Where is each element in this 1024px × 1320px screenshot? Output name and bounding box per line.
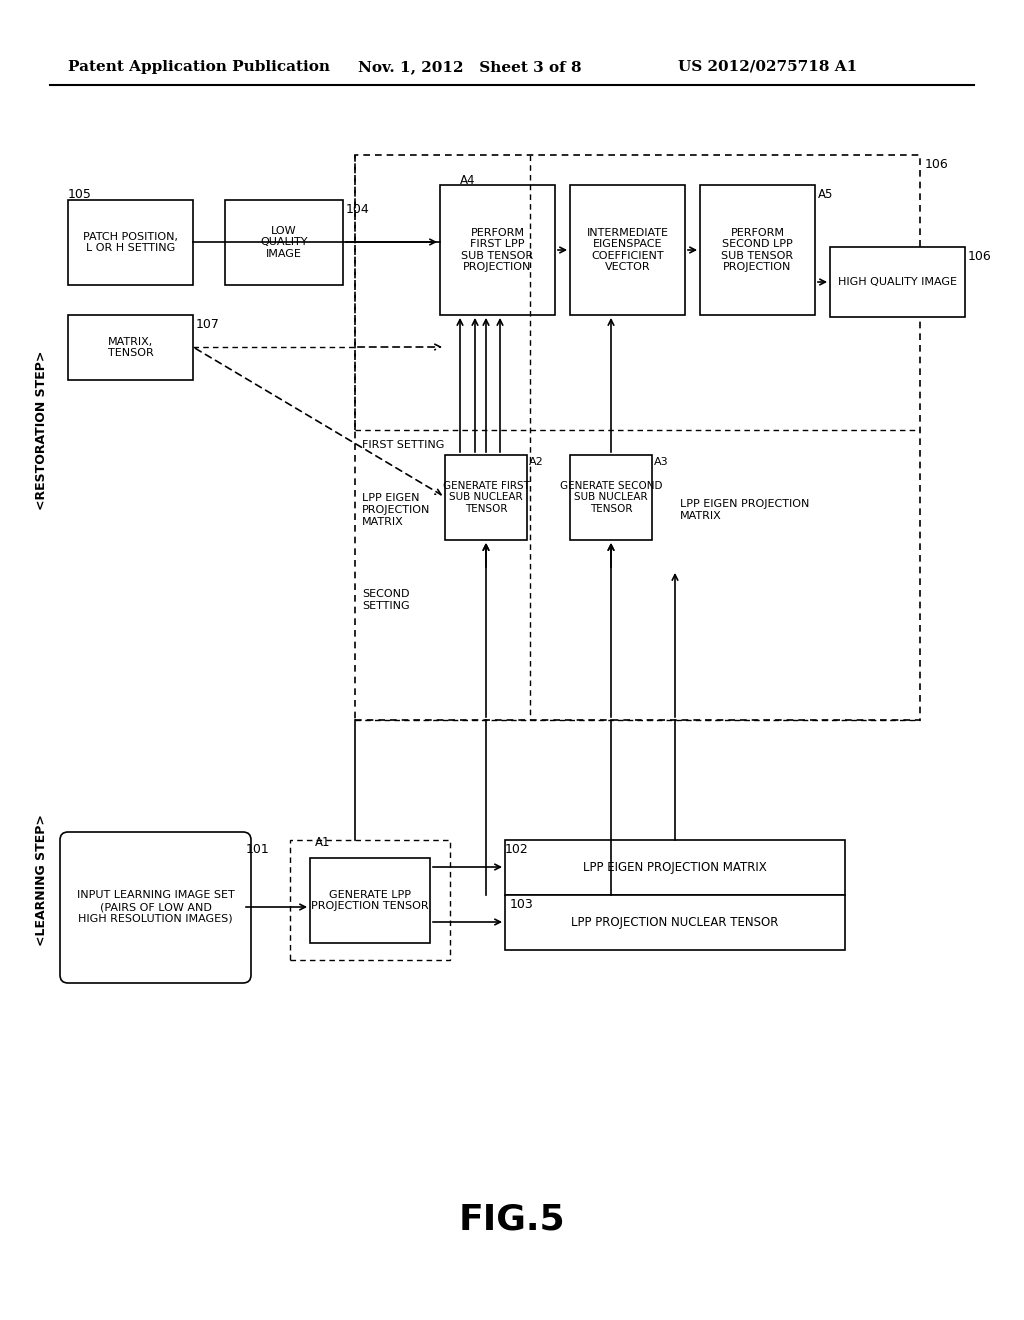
Text: 106: 106 bbox=[968, 249, 992, 263]
Text: INPUT LEARNING IMAGE SET
(PAIRS OF LOW AND
HIGH RESOLUTION IMAGES): INPUT LEARNING IMAGE SET (PAIRS OF LOW A… bbox=[77, 891, 234, 924]
Bar bbox=[355, 154, 920, 719]
Text: GENERATE SECOND
SUB NUCLEAR
TENSOR: GENERATE SECOND SUB NUCLEAR TENSOR bbox=[560, 480, 663, 513]
Bar bbox=[290, 840, 450, 960]
Bar bbox=[310, 858, 430, 942]
Text: Patent Application Publication: Patent Application Publication bbox=[68, 59, 330, 74]
Text: LPP EIGEN
PROJECTION
MATRIX: LPP EIGEN PROJECTION MATRIX bbox=[362, 494, 430, 527]
Text: 101: 101 bbox=[246, 843, 269, 855]
Text: Nov. 1, 2012   Sheet 3 of 8: Nov. 1, 2012 Sheet 3 of 8 bbox=[358, 59, 582, 74]
Text: PATCH POSITION,
L OR H SETTING: PATCH POSITION, L OR H SETTING bbox=[83, 232, 178, 253]
Bar bbox=[570, 185, 685, 315]
Text: A3: A3 bbox=[654, 457, 669, 467]
Text: PERFORM
SECOND LPP
SUB TENSOR
PROJECTION: PERFORM SECOND LPP SUB TENSOR PROJECTION bbox=[722, 227, 794, 272]
Text: LPP PROJECTION NUCLEAR TENSOR: LPP PROJECTION NUCLEAR TENSOR bbox=[571, 916, 778, 929]
Text: LPP EIGEN PROJECTION
MATRIX: LPP EIGEN PROJECTION MATRIX bbox=[680, 499, 809, 521]
Bar bbox=[225, 201, 343, 285]
Text: 102: 102 bbox=[505, 843, 528, 855]
Text: 106: 106 bbox=[925, 158, 949, 172]
Bar bbox=[830, 247, 965, 317]
FancyBboxPatch shape bbox=[60, 832, 251, 983]
Bar bbox=[440, 185, 555, 315]
Text: FIG.5: FIG.5 bbox=[459, 1203, 565, 1237]
Text: SECOND
SETTING: SECOND SETTING bbox=[362, 589, 410, 611]
Bar bbox=[68, 315, 193, 380]
Text: FIRST SETTING: FIRST SETTING bbox=[362, 440, 444, 450]
Text: 105: 105 bbox=[68, 187, 92, 201]
Text: INTERMEDIATE
EIGENSPACE
COEFFICIENT
VECTOR: INTERMEDIATE EIGENSPACE COEFFICIENT VECT… bbox=[587, 227, 669, 272]
Bar bbox=[505, 895, 845, 950]
Bar bbox=[505, 840, 845, 895]
Bar bbox=[445, 455, 527, 540]
Text: 104: 104 bbox=[346, 203, 370, 216]
Text: A4: A4 bbox=[460, 173, 475, 186]
Text: A2: A2 bbox=[529, 457, 544, 467]
Text: A1: A1 bbox=[315, 837, 331, 850]
Bar bbox=[700, 185, 815, 315]
Text: GENERATE LPP
PROJECTION TENSOR: GENERATE LPP PROJECTION TENSOR bbox=[311, 890, 429, 911]
Text: HIGH QUALITY IMAGE: HIGH QUALITY IMAGE bbox=[838, 277, 957, 286]
Text: MATRIX,
TENSOR: MATRIX, TENSOR bbox=[108, 337, 154, 358]
Text: LOW
QUALITY
IMAGE: LOW QUALITY IMAGE bbox=[260, 226, 308, 259]
Text: 103: 103 bbox=[510, 898, 534, 911]
Text: LPP EIGEN PROJECTION MATRIX: LPP EIGEN PROJECTION MATRIX bbox=[583, 861, 767, 874]
Text: A5: A5 bbox=[818, 187, 834, 201]
Text: 107: 107 bbox=[196, 318, 220, 331]
Bar bbox=[570, 455, 652, 540]
Text: PERFORM
FIRST LPP
SUB TENSOR
PROJECTION: PERFORM FIRST LPP SUB TENSOR PROJECTION bbox=[462, 227, 534, 272]
Text: <RESTORATION STEP>: <RESTORATION STEP> bbox=[36, 350, 48, 510]
Text: <LEARNING STEP>: <LEARNING STEP> bbox=[36, 814, 48, 946]
Text: GENERATE FIRST
SUB NUCLEAR
TENSOR: GENERATE FIRST SUB NUCLEAR TENSOR bbox=[442, 480, 529, 513]
Bar bbox=[68, 201, 193, 285]
Text: US 2012/0275718 A1: US 2012/0275718 A1 bbox=[678, 59, 857, 74]
